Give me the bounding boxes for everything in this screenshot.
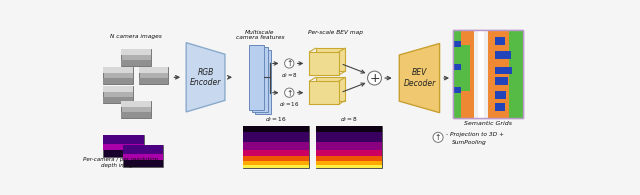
Circle shape <box>367 71 381 85</box>
Text: $d_f = 16$: $d_f = 16$ <box>265 115 287 123</box>
Text: N camera images: N camera images <box>110 34 162 39</box>
Bar <box>121 49 150 55</box>
Bar <box>452 30 522 118</box>
Polygon shape <box>186 43 225 112</box>
Text: $d_f = 8$: $d_f = 8$ <box>281 71 298 80</box>
Bar <box>123 154 163 160</box>
Bar <box>452 30 522 118</box>
Text: $d_f = 16$: $d_f = 16$ <box>279 100 300 109</box>
Bar <box>454 41 461 47</box>
Text: ↑: ↑ <box>286 89 292 98</box>
Bar <box>139 78 168 84</box>
Text: RGB
Encoder: RGB Encoder <box>190 68 221 87</box>
Bar <box>316 132 382 142</box>
Bar <box>316 156 382 161</box>
Bar <box>243 132 308 142</box>
Bar <box>243 142 308 150</box>
Bar <box>103 86 132 92</box>
Bar <box>316 150 382 156</box>
Text: $d_f = 8$: $d_f = 8$ <box>340 115 358 123</box>
Bar <box>103 97 132 103</box>
Bar <box>495 104 510 111</box>
Bar <box>243 165 308 168</box>
Bar <box>121 101 150 118</box>
Bar <box>316 161 382 165</box>
Bar <box>495 51 508 59</box>
Text: SumPooling: SumPooling <box>452 140 487 145</box>
Bar <box>123 145 163 167</box>
Bar <box>316 126 382 168</box>
Bar <box>103 67 132 84</box>
Text: - Projection to 3D +: - Projection to 3D + <box>446 132 504 137</box>
Bar <box>243 150 308 156</box>
Bar <box>121 112 150 118</box>
Bar <box>103 144 143 150</box>
Bar <box>495 66 507 74</box>
Bar <box>454 87 461 93</box>
Bar <box>103 78 132 84</box>
Bar <box>255 50 271 114</box>
Bar <box>495 77 510 85</box>
Bar <box>243 126 308 168</box>
Bar <box>243 161 308 165</box>
Bar <box>461 30 509 118</box>
Text: Per-camera / per resolution
depth images: Per-camera / per resolution depth images <box>83 157 158 168</box>
Circle shape <box>285 88 294 97</box>
Bar <box>123 145 163 154</box>
Bar <box>103 67 132 73</box>
Bar <box>249 45 264 110</box>
Text: Per-scale BEV map: Per-scale BEV map <box>308 30 364 35</box>
Text: Multiscale
camera features: Multiscale camera features <box>236 30 284 40</box>
Bar <box>461 45 470 91</box>
Bar <box>121 101 150 107</box>
Bar <box>139 67 168 84</box>
Polygon shape <box>309 81 339 104</box>
Bar <box>316 142 382 150</box>
Text: BEV
Decoder: BEV Decoder <box>403 68 436 88</box>
Text: ↑: ↑ <box>286 59 292 68</box>
Polygon shape <box>316 48 345 71</box>
Polygon shape <box>309 52 339 75</box>
Bar <box>452 30 522 118</box>
Text: Semantic Grids: Semantic Grids <box>463 121 511 126</box>
Bar <box>474 30 488 118</box>
Bar <box>316 165 382 168</box>
Bar <box>454 64 461 70</box>
Bar <box>121 49 150 66</box>
Bar <box>477 30 484 118</box>
Bar <box>495 37 509 45</box>
Polygon shape <box>316 77 345 101</box>
Bar <box>121 60 150 66</box>
Circle shape <box>285 59 294 68</box>
Circle shape <box>433 132 443 142</box>
Polygon shape <box>399 43 440 113</box>
Bar <box>243 156 308 161</box>
Bar <box>103 135 143 157</box>
Bar <box>243 126 308 132</box>
Bar <box>252 47 268 112</box>
Bar <box>103 135 143 144</box>
Text: +: + <box>369 72 380 85</box>
Bar <box>139 67 168 73</box>
Bar <box>316 126 382 132</box>
Bar <box>495 91 505 99</box>
Text: ↑: ↑ <box>435 133 441 142</box>
Bar <box>103 86 132 103</box>
